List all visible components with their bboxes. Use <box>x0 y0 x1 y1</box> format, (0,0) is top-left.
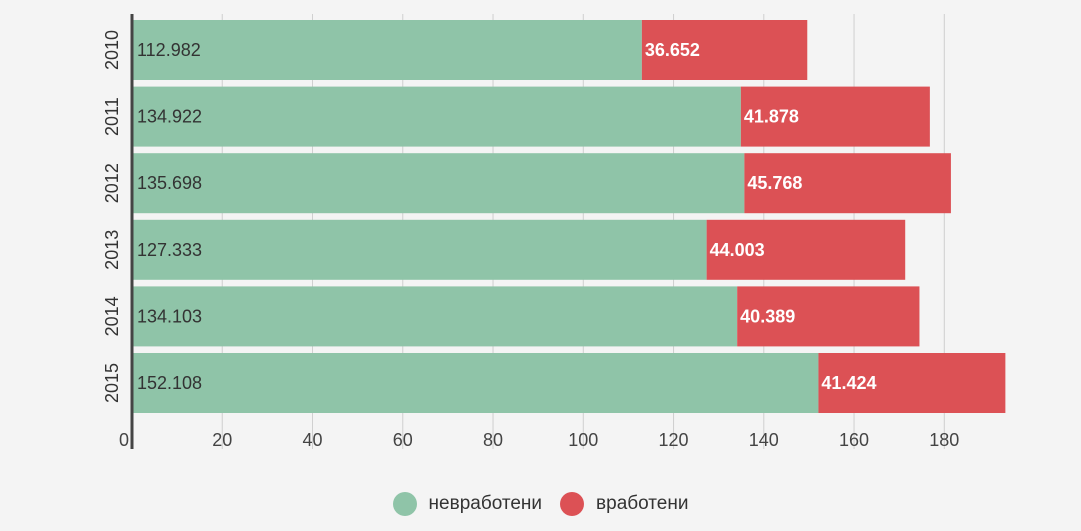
x-tick-label: 120 <box>659 430 689 450</box>
data-label: 40.389 <box>740 306 795 326</box>
bar-employed <box>744 153 951 214</box>
legend: невработени вработени <box>0 492 1081 516</box>
category-label: 2014 <box>102 296 122 336</box>
x-tick-label: 140 <box>749 430 779 450</box>
x-tick-labels: 0 20 40 60 80 100 120 140 160 180 <box>119 430 959 450</box>
bar-unemployed <box>132 20 642 80</box>
data-label: 41.424 <box>821 373 876 393</box>
data-label: 44.003 <box>710 240 765 260</box>
x-tick-label: 100 <box>568 430 598 450</box>
x-tick-label: 80 <box>483 430 503 450</box>
category-label: 2012 <box>102 163 122 203</box>
legend-label-unemployed: невработени <box>428 493 543 514</box>
x-tick-label: 180 <box>929 430 959 450</box>
data-label: 112.982 <box>137 40 201 60</box>
category-label: 2015 <box>102 363 122 403</box>
data-labels: 112.982 36.652 134.922 41.878 135.698 45.768 1… <box>137 40 876 393</box>
category-label: 2013 <box>102 230 122 270</box>
data-label: 152.108 <box>137 373 202 393</box>
category-label: 2011 <box>102 97 122 136</box>
bar-employed <box>818 353 1006 413</box>
category-labels: 2010 2011 2012 2013 2014 2015 <box>102 30 122 403</box>
data-label: 135.698 <box>137 173 202 193</box>
data-label: 127.333 <box>137 240 202 260</box>
legend-item-unemployed: невработени <box>392 492 543 516</box>
data-label: 45.768 <box>747 173 802 193</box>
x-tick-label: 60 <box>393 430 413 450</box>
legend-label-employed: вработени <box>596 493 689 514</box>
bar-unemployed <box>132 353 819 413</box>
x-tick-label: 20 <box>212 430 232 450</box>
x-tick-label: 0 <box>119 430 129 450</box>
x-tick-label: 40 <box>302 430 322 450</box>
bar-employed <box>740 86 930 147</box>
stacked-bar-chart: 112.982 36.652 134.922 41.878 135.698 45.768 1… <box>102 14 1006 450</box>
bar-unemployed <box>132 219 707 280</box>
category-label: 2010 <box>102 30 122 70</box>
data-label: 134.103 <box>137 306 202 326</box>
legend-swatch-employed <box>560 492 585 516</box>
data-label: 134.922 <box>137 107 202 127</box>
bar-employed <box>641 20 808 80</box>
bar-unemployed <box>132 153 745 214</box>
data-label: 36.652 <box>645 40 700 60</box>
bar-employed <box>706 219 906 280</box>
legend-item-employed: вработени <box>560 492 688 516</box>
data-label: 41.878 <box>744 107 799 127</box>
x-tick-label: 160 <box>839 430 869 450</box>
bars <box>132 20 1006 413</box>
bar-employed <box>737 286 920 347</box>
bar-unemployed <box>132 286 738 347</box>
legend-swatch-unemployed <box>392 492 417 516</box>
bar-unemployed <box>132 86 741 147</box>
